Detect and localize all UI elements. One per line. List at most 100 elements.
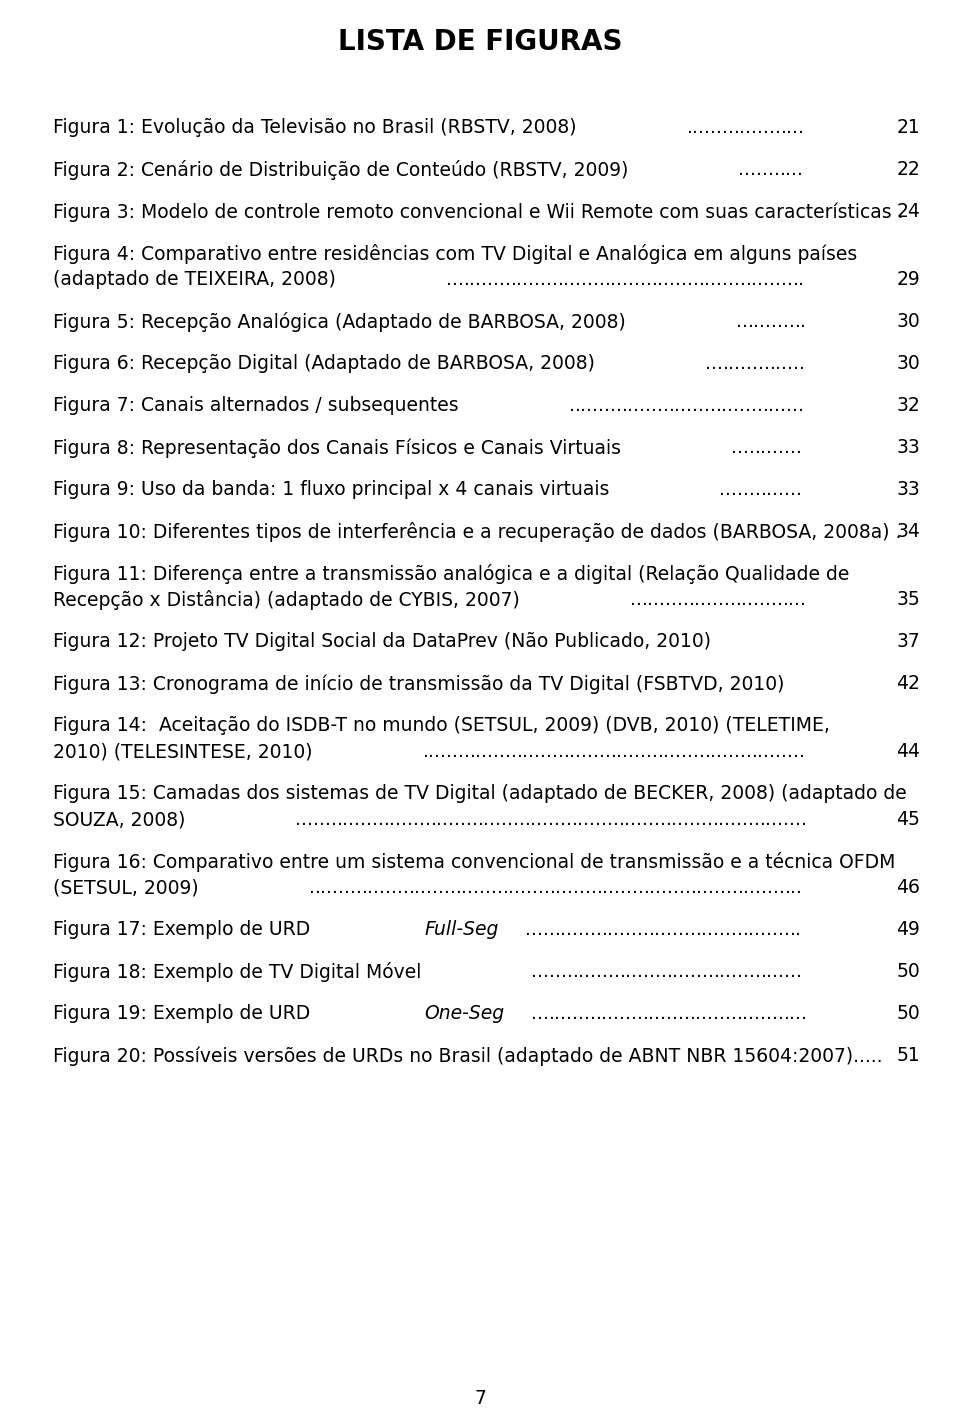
Text: .: . bbox=[437, 810, 443, 829]
Text: .: . bbox=[555, 963, 561, 981]
Text: .: . bbox=[738, 159, 744, 179]
Text: .: . bbox=[565, 810, 571, 829]
Text: .: . bbox=[628, 271, 634, 289]
Text: .: . bbox=[628, 396, 634, 414]
Text: .: . bbox=[637, 963, 643, 981]
Text: .: . bbox=[575, 742, 581, 760]
Text: .: . bbox=[692, 118, 698, 137]
Text: .: . bbox=[628, 742, 634, 760]
Text: .: . bbox=[668, 396, 675, 414]
Text: .: . bbox=[481, 271, 487, 289]
Text: .: . bbox=[678, 810, 684, 829]
Text: .: . bbox=[501, 810, 507, 829]
Text: .: . bbox=[602, 920, 608, 938]
Text: .: . bbox=[639, 396, 645, 414]
Text: .: . bbox=[719, 480, 726, 498]
Text: .: . bbox=[671, 590, 677, 609]
Text: .: . bbox=[754, 590, 759, 609]
Text: Figura 15: Camadas dos sistemas de TV Digital (adaptado de BECKER, 2008) (adapta: Figura 15: Camadas dos sistemas de TV Di… bbox=[53, 785, 907, 803]
Text: .: . bbox=[649, 963, 655, 981]
Text: .: . bbox=[681, 271, 686, 289]
Text: .: . bbox=[782, 312, 789, 330]
Text: .: . bbox=[755, 963, 760, 981]
Text: .: . bbox=[578, 1004, 584, 1022]
Text: .: . bbox=[681, 396, 686, 414]
Text: 50: 50 bbox=[897, 963, 920, 981]
Text: .: . bbox=[748, 312, 754, 330]
Text: .: . bbox=[344, 879, 349, 897]
Text: .: . bbox=[705, 271, 710, 289]
Text: .: . bbox=[572, 963, 579, 981]
Text: .: . bbox=[766, 1004, 772, 1022]
Text: .: . bbox=[759, 590, 765, 609]
Text: .: . bbox=[749, 963, 755, 981]
Text: .: . bbox=[595, 1004, 602, 1022]
Text: 49: 49 bbox=[896, 920, 920, 938]
Text: .: . bbox=[407, 810, 413, 829]
Text: .: . bbox=[756, 396, 762, 414]
Text: .: . bbox=[772, 1004, 778, 1022]
Text: .: . bbox=[660, 920, 666, 938]
Text: .: . bbox=[724, 590, 730, 609]
Text: 44: 44 bbox=[896, 742, 920, 760]
Text: .: . bbox=[441, 742, 446, 760]
Text: .: . bbox=[643, 879, 650, 897]
Text: .: . bbox=[726, 963, 732, 981]
Text: .: . bbox=[719, 963, 726, 981]
Text: 30: 30 bbox=[897, 312, 920, 330]
Text: .: . bbox=[655, 1004, 660, 1022]
Text: .: . bbox=[760, 480, 766, 498]
Text: 29: 29 bbox=[897, 271, 920, 289]
Text: Figura 20: Possíveis versões de URDs no Brasil (adaptado de ABNT NBR 15604:2007): Figura 20: Possíveis versões de URDs no … bbox=[53, 1047, 882, 1065]
Text: .: . bbox=[531, 920, 537, 938]
Text: .: . bbox=[746, 271, 752, 289]
Text: .: . bbox=[552, 271, 558, 289]
Text: .: . bbox=[475, 271, 481, 289]
Text: .: . bbox=[384, 810, 390, 829]
Text: .: . bbox=[566, 1004, 572, 1022]
Text: .: . bbox=[718, 810, 725, 829]
Text: .: . bbox=[773, 879, 779, 897]
Text: .: . bbox=[588, 742, 593, 760]
Text: .: . bbox=[607, 810, 612, 829]
Text: .: . bbox=[752, 118, 757, 137]
Text: 30: 30 bbox=[897, 355, 920, 373]
Text: .: . bbox=[343, 810, 348, 829]
Text: .: . bbox=[608, 1004, 613, 1022]
Text: .: . bbox=[579, 963, 585, 981]
Text: .: . bbox=[646, 742, 652, 760]
Text: .: . bbox=[443, 810, 448, 829]
Text: .: . bbox=[678, 1004, 684, 1022]
Text: .: . bbox=[555, 1004, 561, 1022]
Text: .: . bbox=[621, 396, 628, 414]
Text: .: . bbox=[485, 879, 491, 897]
Text: 24: 24 bbox=[896, 202, 920, 221]
Text: .: . bbox=[372, 810, 377, 829]
Text: .: . bbox=[324, 810, 330, 829]
Text: .: . bbox=[751, 396, 756, 414]
Text: .: . bbox=[693, 742, 699, 760]
Text: .: . bbox=[763, 742, 769, 760]
Text: .: . bbox=[522, 742, 528, 760]
Text: .: . bbox=[605, 742, 611, 760]
Text: .: . bbox=[688, 590, 694, 609]
Text: .: . bbox=[525, 920, 531, 938]
Text: .: . bbox=[554, 810, 560, 829]
Text: .: . bbox=[564, 271, 569, 289]
Text: .: . bbox=[767, 879, 773, 897]
Text: .: . bbox=[790, 879, 797, 897]
Text: .: . bbox=[432, 879, 438, 897]
Text: .: . bbox=[679, 879, 684, 897]
Text: .: . bbox=[636, 920, 643, 938]
Text: .: . bbox=[714, 879, 720, 897]
Text: .: . bbox=[609, 879, 614, 897]
Text: .: . bbox=[742, 1004, 749, 1022]
Text: .: . bbox=[475, 742, 481, 760]
Text: .: . bbox=[590, 879, 596, 897]
Text: .: . bbox=[789, 1004, 795, 1022]
Text: .: . bbox=[672, 920, 678, 938]
Text: .: . bbox=[573, 879, 579, 897]
Text: .: . bbox=[548, 1004, 555, 1022]
Text: .: . bbox=[690, 963, 696, 981]
Text: .: . bbox=[744, 159, 750, 179]
